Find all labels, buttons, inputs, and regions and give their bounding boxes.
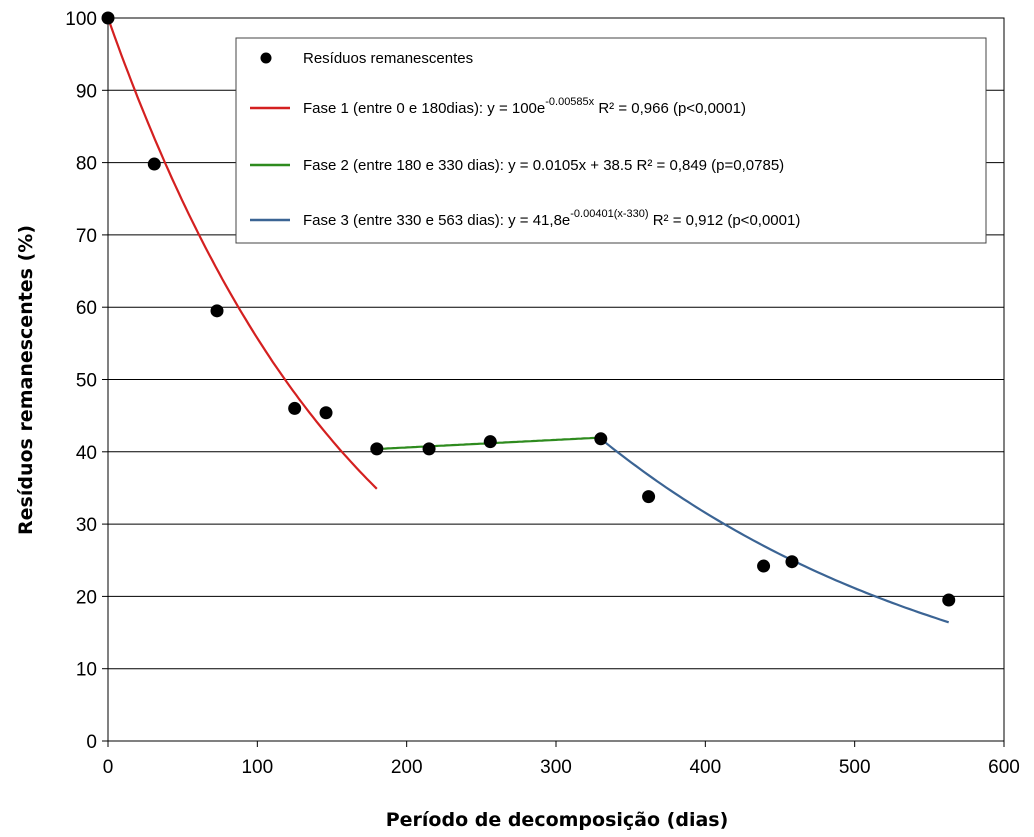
y-tick-label: 90 bbox=[76, 81, 97, 102]
x-tick-label: 500 bbox=[839, 757, 871, 778]
data-point bbox=[594, 432, 608, 446]
curve-fase-1 bbox=[106, 17, 378, 490]
y-axis-title: Resíduos remanescentes (%) bbox=[15, 225, 37, 535]
x-tick-label: 0 bbox=[103, 757, 114, 778]
data-points bbox=[101, 11, 956, 607]
y-tick-label: 10 bbox=[76, 660, 97, 681]
legend-label-fase-1: Fase 1 (entre 0 e 180dias): y = 100e-0.0… bbox=[303, 96, 746, 117]
y-tick-label: 30 bbox=[76, 515, 97, 536]
data-point bbox=[483, 435, 497, 449]
legend: Resíduos remanescentes Fase 1 (entre 0 e… bbox=[235, 37, 987, 244]
y-tick-label: 0 bbox=[86, 732, 97, 753]
x-tick-label: 300 bbox=[540, 757, 572, 778]
y-tick-label: 50 bbox=[76, 371, 97, 392]
legend-marker-points bbox=[260, 52, 272, 64]
x-tick-labels: 0 100 200 300 400 500 600 bbox=[103, 757, 1020, 778]
data-point bbox=[210, 304, 224, 318]
legend-label-fase-2: Fase 2 (entre 180 e 330 dias): y = 0.010… bbox=[303, 157, 784, 174]
data-point bbox=[642, 490, 656, 504]
y-tick-label: 70 bbox=[76, 226, 97, 247]
y-tick-label: 100 bbox=[65, 9, 97, 30]
y-tick-label: 60 bbox=[76, 298, 97, 319]
data-point bbox=[101, 11, 115, 25]
legend-label-fase-3: Fase 3 (entre 330 e 563 dias): y = 41,8e… bbox=[303, 208, 800, 229]
x-tick-label: 400 bbox=[689, 757, 721, 778]
data-point bbox=[422, 442, 436, 456]
x-tick-label: 100 bbox=[241, 757, 273, 778]
data-point bbox=[370, 442, 384, 456]
legend-box bbox=[235, 37, 987, 244]
data-point bbox=[785, 555, 799, 569]
x-tick-label: 200 bbox=[391, 757, 423, 778]
x-tick-label: 600 bbox=[988, 757, 1020, 778]
data-point bbox=[319, 406, 333, 420]
data-point bbox=[147, 157, 161, 171]
data-point bbox=[757, 559, 771, 573]
legend-label-points: Resíduos remanescentes bbox=[303, 50, 473, 67]
curve-fase-3 bbox=[600, 437, 950, 624]
x-axis-title: Período de decomposição (dias) bbox=[386, 809, 729, 831]
data-point bbox=[942, 593, 956, 607]
y-tick-labels: 0 10 20 30 40 50 60 70 80 90 100 bbox=[65, 9, 97, 753]
axes bbox=[102, 17, 1005, 747]
y-tick-label: 80 bbox=[76, 154, 97, 175]
y-tick-label: 20 bbox=[76, 587, 97, 608]
y-tick-label: 40 bbox=[76, 443, 97, 464]
data-point bbox=[288, 401, 302, 415]
